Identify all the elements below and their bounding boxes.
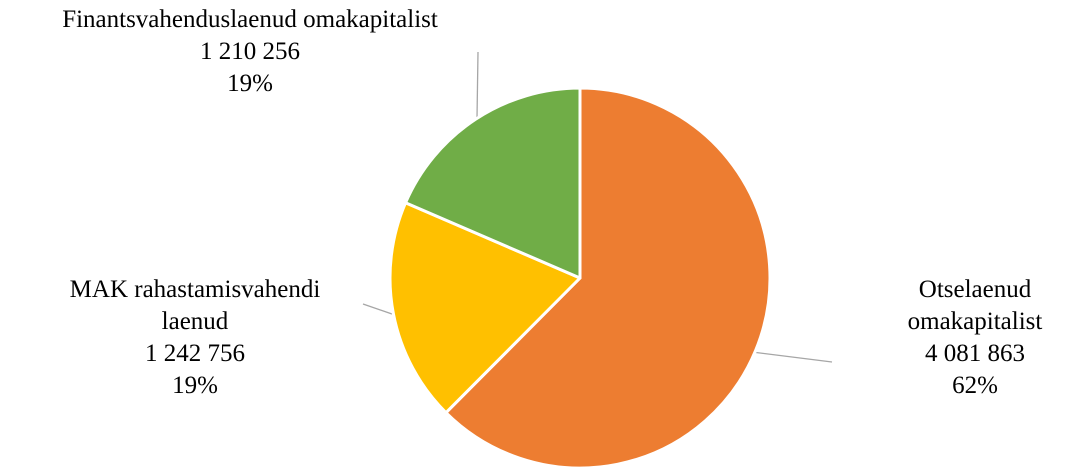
data-label-mak: MAK rahastamisvahendi laenud 1 242 756 1…	[20, 274, 370, 402]
label-value: 1 210 256	[200, 38, 300, 65]
pie-slices	[388, 86, 772, 468]
leader-line-otselaenud	[751, 351, 833, 363]
pie-slice-finantsvahendus	[404, 86, 582, 280]
data-label-finantsvahendus: Finantsvahenduslaenud omakapitalist 1 21…	[0, 4, 500, 100]
label-value: 4 081 863	[925, 340, 1025, 367]
label-name-line-1: Otselaenud	[918, 276, 1032, 303]
label-name-line-2: omakapitalist	[907, 308, 1043, 335]
leader-lines	[362, 51, 833, 363]
label-percent: 62%	[952, 372, 998, 399]
label-name-line-1: Finantsvahenduslaenud omakapitalist	[62, 6, 438, 33]
label-value: 1 242 756	[145, 340, 245, 367]
data-label-otselaenud: Otselaenud omakapitalist 4 081 863 62%	[880, 274, 1070, 402]
pie-slice-otselaenud	[444, 86, 772, 468]
label-name-line-2: laenud	[161, 308, 229, 335]
leader-line-finantsvahendus	[476, 51, 479, 119]
leader-line-mak	[362, 303, 393, 315]
label-percent: 19%	[172, 372, 218, 399]
pie-slice-mak	[388, 201, 582, 415]
label-percent: 19%	[227, 70, 273, 97]
label-name-line-1: MAK rahastamisvahendi	[69, 276, 321, 303]
